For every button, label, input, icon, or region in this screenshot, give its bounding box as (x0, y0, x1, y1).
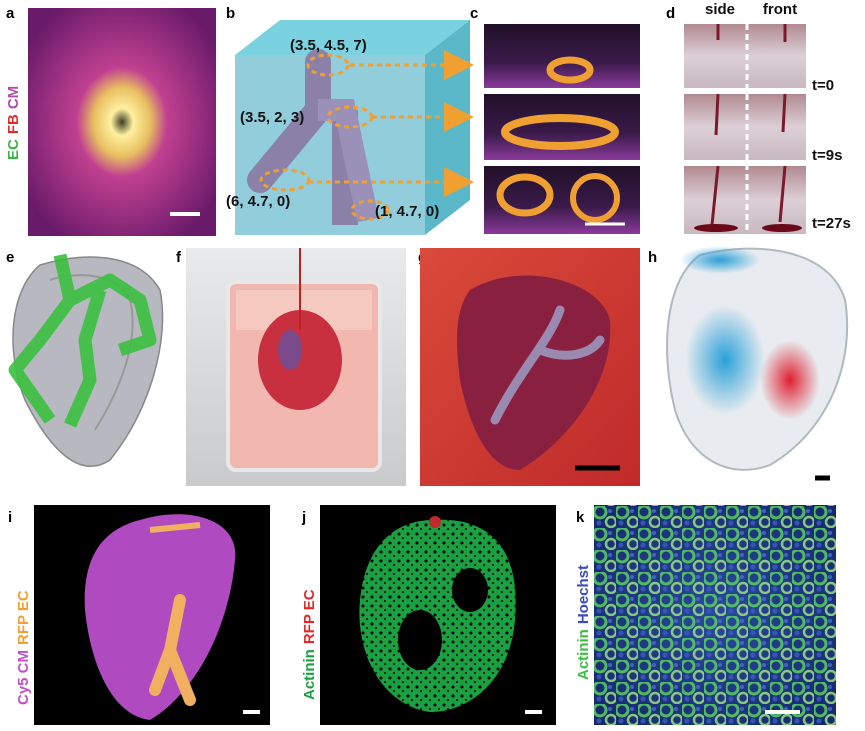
image (28, 8, 216, 236)
time-label: t=9s (812, 147, 842, 164)
panel-letter: a (6, 5, 15, 22)
image (594, 505, 836, 725)
panel-letter: b (226, 5, 235, 22)
panel-letter: d (666, 5, 675, 22)
column-label: side (705, 1, 735, 18)
panel-letter: i (8, 509, 12, 526)
coordinate-label: (6, 4.7, 0) (226, 193, 290, 210)
stain-label: Cy5 CMRFP EC (15, 590, 32, 705)
cube (235, 20, 474, 235)
stain-label: ActininRFP EC (301, 589, 318, 700)
coordinate-label: (1, 4.7, 0) (375, 203, 439, 220)
coordinate-label: (3.5, 4.5, 7) (290, 37, 367, 54)
image (34, 505, 270, 725)
panel-letter: e (6, 249, 14, 266)
column-label: front (763, 1, 797, 18)
stain-label: ActininHoechst (575, 565, 592, 680)
panel-letter: k (576, 509, 585, 526)
image (420, 248, 640, 486)
image (666, 246, 849, 481)
panel-letter: f (176, 249, 182, 266)
stain-label: ECFBCM (5, 86, 22, 160)
heart-model (8, 253, 164, 467)
time-label: t=0 (812, 77, 834, 94)
image (186, 248, 406, 486)
panel-letter: c (470, 5, 478, 22)
image (684, 24, 806, 234)
panel-letter: j (301, 509, 306, 526)
time-label: t=27s (812, 215, 851, 232)
image (484, 24, 640, 234)
image (320, 505, 556, 725)
coordinate-label: (3.5, 2, 3) (240, 109, 304, 126)
panel-letter: h (648, 249, 657, 266)
